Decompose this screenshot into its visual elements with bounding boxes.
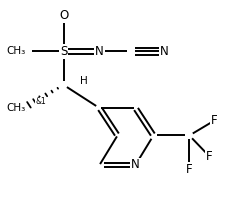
Text: N: N: [130, 159, 139, 172]
Text: O: O: [59, 9, 68, 22]
Text: N: N: [160, 45, 168, 58]
Text: CH₃: CH₃: [6, 103, 25, 113]
Text: N: N: [95, 45, 104, 58]
Text: &1: &1: [36, 97, 46, 106]
Text: S: S: [60, 45, 67, 58]
Text: F: F: [210, 114, 216, 127]
Text: F: F: [205, 150, 212, 163]
Text: F: F: [185, 163, 192, 176]
Text: CH₃: CH₃: [6, 46, 25, 56]
Text: H: H: [80, 76, 87, 86]
